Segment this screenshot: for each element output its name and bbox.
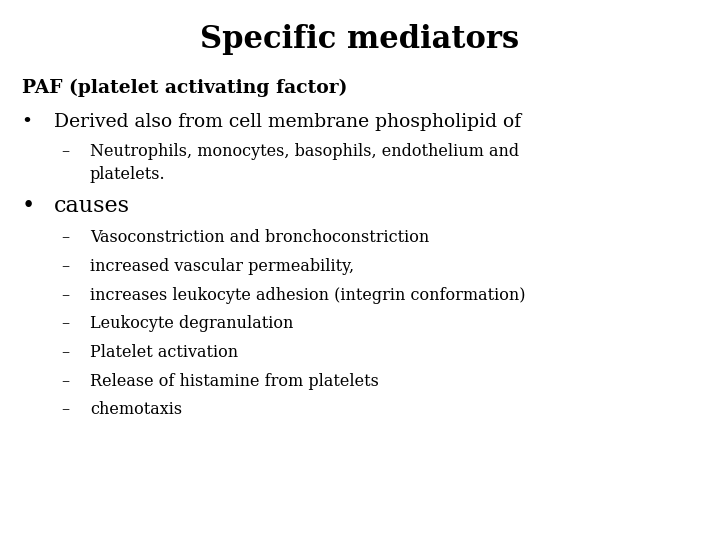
- Text: –: –: [61, 401, 69, 418]
- Text: –: –: [61, 373, 69, 389]
- Text: –: –: [61, 230, 69, 246]
- Text: •: •: [22, 113, 32, 131]
- Text: –: –: [61, 315, 69, 332]
- Text: increases leukocyte adhesion (integrin conformation): increases leukocyte adhesion (integrin c…: [90, 287, 526, 303]
- Text: Specific mediators: Specific mediators: [200, 24, 520, 55]
- Text: Derived also from cell membrane phospholipid of: Derived also from cell membrane phosphol…: [54, 113, 521, 131]
- Text: chemotaxis: chemotaxis: [90, 401, 182, 418]
- Text: PAF (platelet activating factor): PAF (platelet activating factor): [22, 78, 347, 97]
- Text: –: –: [61, 287, 69, 303]
- Text: Leukocyte degranulation: Leukocyte degranulation: [90, 315, 293, 332]
- Text: Neutrophils, monocytes, basophils, endothelium and: Neutrophils, monocytes, basophils, endot…: [90, 143, 519, 160]
- Text: Vasoconstriction and bronchoconstriction: Vasoconstriction and bronchoconstriction: [90, 230, 429, 246]
- Text: Release of histamine from platelets: Release of histamine from platelets: [90, 373, 379, 389]
- Text: platelets.: platelets.: [90, 166, 166, 183]
- Text: –: –: [61, 258, 69, 275]
- Text: –: –: [61, 344, 69, 361]
- Text: causes: causes: [54, 195, 130, 218]
- Text: Platelet activation: Platelet activation: [90, 344, 238, 361]
- Text: •: •: [22, 195, 35, 218]
- Text: increased vascular permeability,: increased vascular permeability,: [90, 258, 354, 275]
- Text: –: –: [61, 143, 69, 160]
